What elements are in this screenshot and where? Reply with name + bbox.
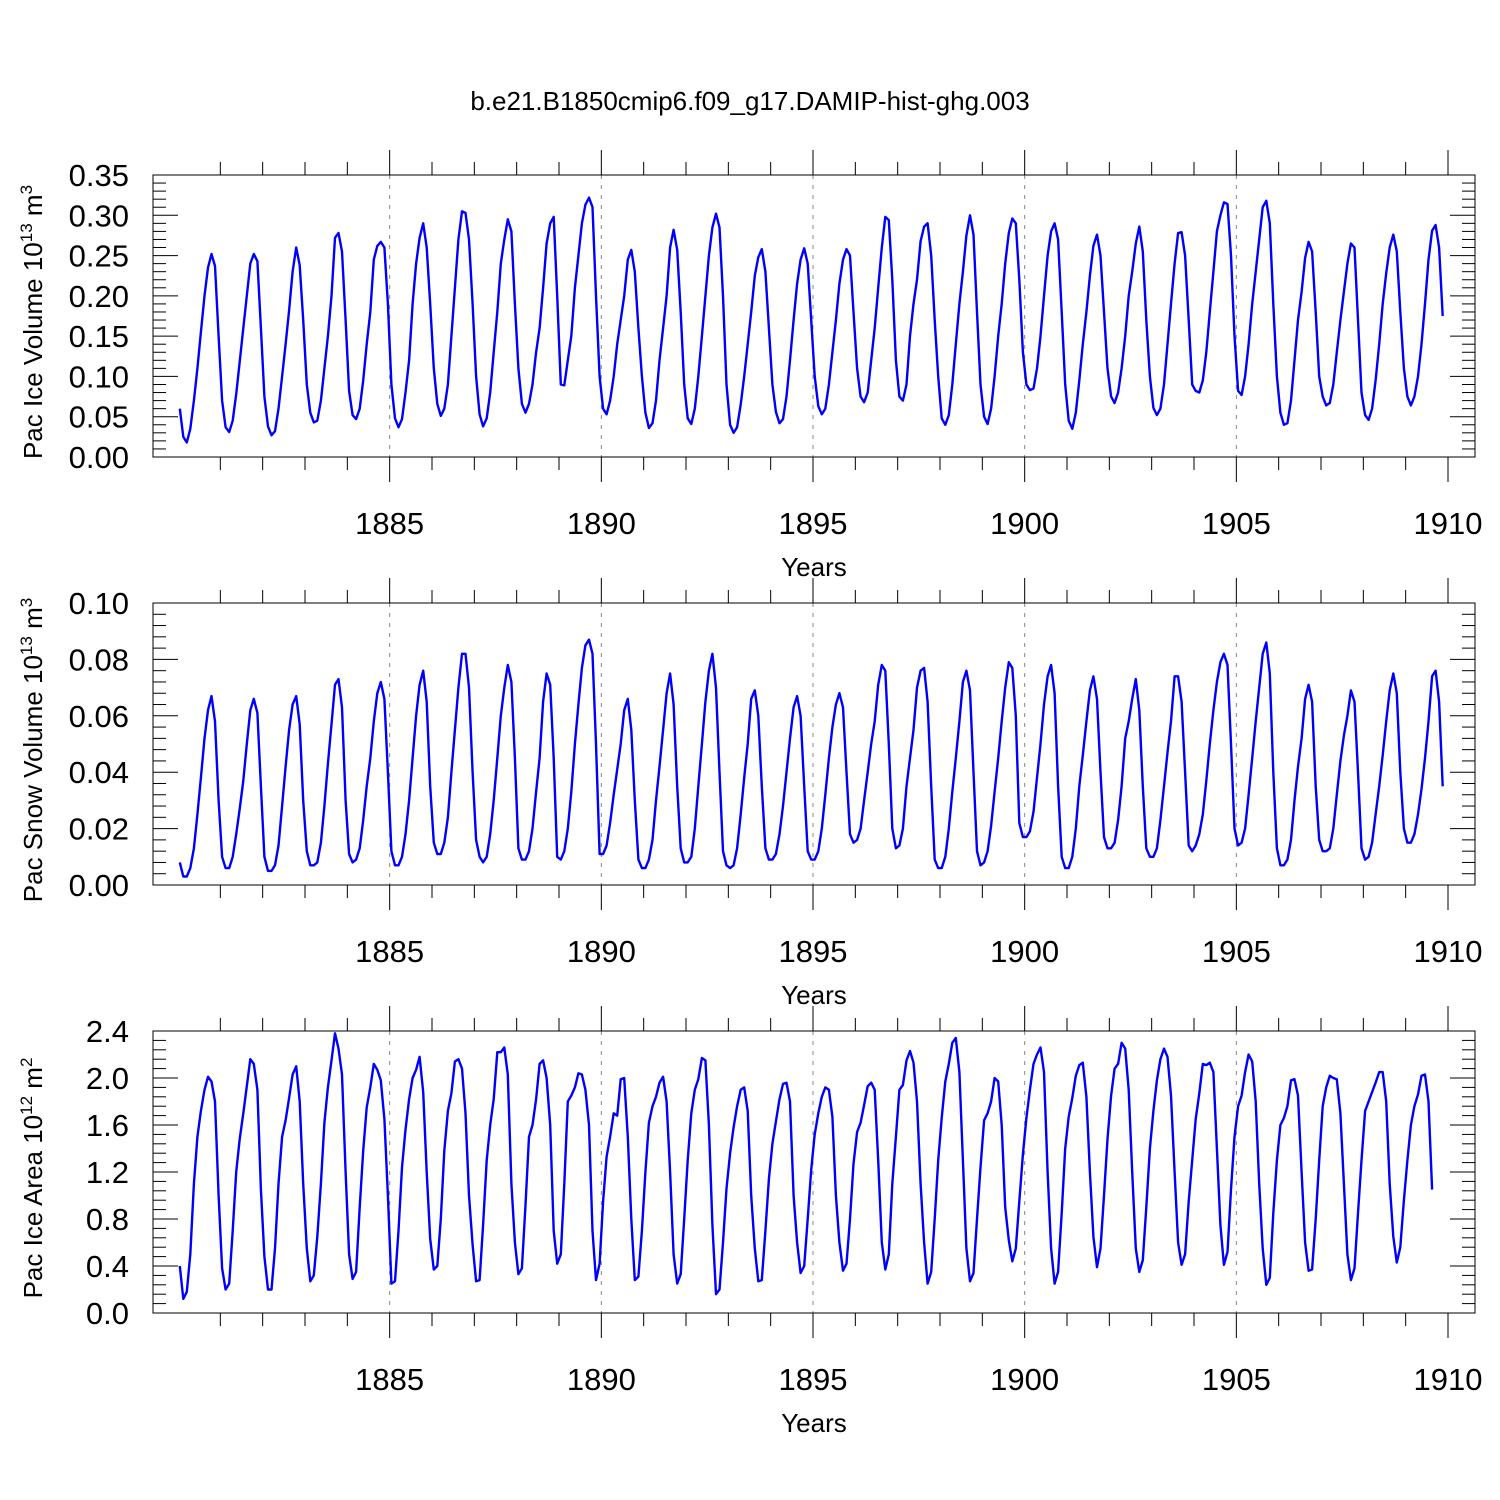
y-tick-label: 0.04 (69, 755, 129, 790)
x-tick-label: 1910 (1414, 506, 1483, 541)
snow-volume-panel: 0.00 0.02 0.04 0.06 0.08 0.10 1885 1890 1895 1900… (17, 578, 1482, 1010)
x-tick-label: 1910 (1414, 1362, 1483, 1397)
y-tick-label: 0.02 (69, 812, 129, 847)
y-tick-label: 0.10 (69, 359, 129, 394)
y-tick-label: 1.2 (86, 1155, 129, 1190)
y-tick-label: 0.30 (69, 198, 129, 233)
x-tick-label: 1890 (567, 1362, 636, 1397)
y-axis-title: Pac Snow Volume 1013 m3 (17, 598, 48, 902)
series-line-ice-volume (178, 196, 1444, 444)
y-axis-title: Pac Ice Area 1012 m2 (17, 1058, 48, 1299)
y-tick-label: 2.4 (86, 1014, 129, 1049)
ice-volume-panel: 0.00 0.05 0.10 0.15 0.20 0.25 0.30 0.35 1885 1890… (17, 150, 1482, 582)
x-tick-label: 1890 (567, 506, 636, 541)
x-tick-label: 1900 (990, 1362, 1059, 1397)
x-tick-label: 1885 (355, 1362, 424, 1397)
y-tick-label: 1.6 (86, 1108, 129, 1143)
x-tick-label: 1885 (355, 506, 424, 541)
x-tick-label: 1905 (1202, 934, 1271, 969)
y-tick-label: 0.00 (69, 440, 129, 475)
y-tick-label: 0.15 (69, 319, 129, 354)
series-line-ice-area (178, 1032, 1434, 1301)
y-tick-label: 2.0 (86, 1061, 129, 1096)
y-tick-label: 0.8 (86, 1202, 129, 1237)
x-tick-label: 1900 (990, 934, 1059, 969)
x-tick-label: 1895 (779, 934, 848, 969)
x-tick-label: 1900 (990, 506, 1059, 541)
x-tick-label: 1885 (355, 934, 424, 969)
x-tick-label: 1895 (779, 506, 848, 541)
y-tick-label: 0.20 (69, 279, 129, 314)
figure-title: b.e21.B1850cmip6.f09_g17.DAMIP-hist-ghg.… (470, 86, 1029, 116)
plot-frame (152, 602, 1476, 886)
y-axis-title: Pac Ice Volume 1013 m3 (17, 185, 48, 459)
x-axis-title: Years (781, 1408, 847, 1438)
x-tick-label: 1905 (1202, 506, 1271, 541)
x-axis-title: Years (781, 980, 847, 1010)
x-tick-label: 1905 (1202, 1362, 1271, 1397)
y-tick-label: 0.4 (86, 1249, 129, 1284)
plot-frame (152, 174, 1476, 458)
x-tick-label: 1895 (779, 1362, 848, 1397)
y-tick-label: 0.25 (69, 239, 129, 274)
x-tick-label: 1890 (567, 934, 636, 969)
y-tick-label: 0.06 (69, 699, 129, 734)
series-line-snow-volume (178, 638, 1444, 878)
y-tick-label: 0.00 (69, 868, 129, 903)
x-axis-title: Years (781, 552, 847, 582)
ice-area-panel: 0.0 0.4 0.8 1.2 1.6 2.0 2.4 1885 1890 1895 1900 190… (17, 1006, 1482, 1438)
y-tick-label: 0.35 (69, 158, 129, 193)
y-tick-label: 0.08 (69, 642, 129, 677)
y-tick-label: 0.10 (69, 586, 129, 621)
x-tick-label: 1910 (1414, 934, 1483, 969)
y-tick-label: 0.05 (69, 400, 129, 435)
y-tick-label: 0.0 (86, 1296, 129, 1331)
